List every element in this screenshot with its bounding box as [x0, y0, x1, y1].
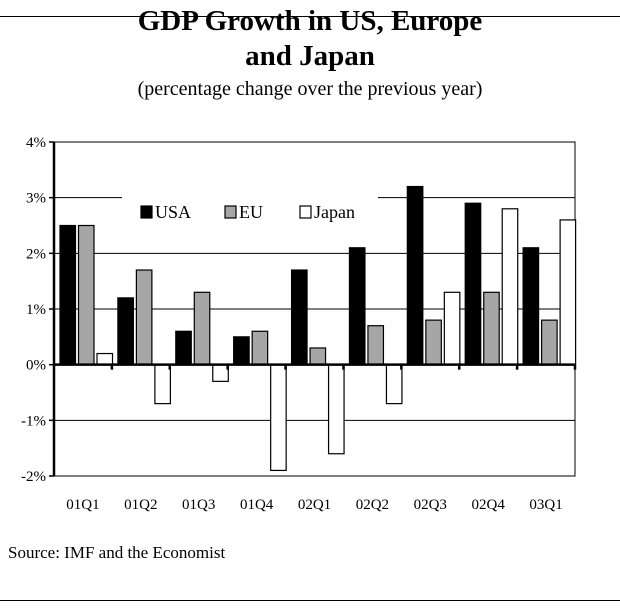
- bar-japan-01q3: [213, 365, 229, 382]
- bar-eu-02q3: [426, 320, 442, 365]
- legend-swatch-japan: [300, 206, 311, 218]
- legend: USA EU Japan: [122, 197, 378, 227]
- bar-chart: -2% -1% 0% 1% 2% 3% 4% 01Q1 01Q2 01Q3 01Q4 02Q1 02Q…: [0, 0, 620, 530]
- bar-japan-02q4: [502, 209, 518, 365]
- legend-swatch-eu: [225, 206, 236, 218]
- x-tick-label: 02Q1: [298, 497, 331, 513]
- bar-eu-02q4: [484, 292, 500, 364]
- legend-swatch-usa: [141, 206, 152, 218]
- x-tick-label: 01Q3: [182, 497, 215, 513]
- y-tick-label: 4%: [26, 135, 46, 151]
- bar-usa-02q1: [292, 270, 308, 365]
- x-tick-label: 02Q4: [471, 497, 505, 513]
- bar-eu-01q1: [79, 226, 95, 365]
- source-note: Source: IMF and the Economist: [8, 543, 225, 563]
- x-tick-labels: 01Q1 01Q2 01Q3 01Q4 02Q1 02Q2 02Q3 02Q4 03Q1: [66, 497, 562, 513]
- bars: [60, 187, 576, 471]
- legend-label-usa: USA: [155, 202, 191, 222]
- y-tick-label: 3%: [26, 191, 46, 207]
- bar-eu-02q2: [368, 326, 384, 365]
- bar-usa-02q3: [407, 187, 423, 365]
- bar-eu-02q1: [310, 348, 326, 365]
- x-tick-label: 03Q1: [529, 497, 562, 513]
- bar-eu-03q1: [542, 320, 558, 365]
- x-tick-label: 01Q4: [240, 497, 274, 513]
- bar-japan-01q4: [271, 365, 287, 471]
- x-tick-label: 02Q3: [414, 497, 447, 513]
- legend-label-japan: Japan: [314, 202, 355, 222]
- y-tick-label: -1%: [21, 413, 46, 429]
- bar-usa-02q2: [349, 248, 365, 365]
- bar-usa-01q2: [118, 298, 134, 365]
- bar-japan-02q3: [444, 292, 460, 364]
- bar-eu-01q4: [252, 331, 268, 364]
- x-tick-label: 01Q2: [124, 497, 157, 513]
- x-tick-label: 01Q1: [66, 497, 99, 513]
- y-tick-label: -2%: [21, 469, 46, 485]
- x-tick-label: 02Q2: [356, 497, 389, 513]
- legend-label-eu: EU: [239, 202, 263, 222]
- y-tick-label: 0%: [26, 358, 46, 374]
- bottom-rule: [0, 600, 620, 601]
- bar-japan-01q2: [155, 365, 171, 404]
- y-tick-label: 2%: [26, 246, 46, 262]
- bar-usa-03q1: [523, 248, 539, 365]
- bar-usa-01q3: [176, 331, 192, 364]
- bar-japan-02q2: [386, 365, 402, 404]
- bar-japan-03q1: [560, 220, 576, 365]
- bar-usa-01q1: [60, 226, 76, 365]
- bar-eu-01q2: [136, 270, 152, 365]
- y-tick-labels: -2% -1% 0% 1% 2% 3% 4%: [21, 135, 46, 485]
- y-tick-label: 1%: [26, 302, 46, 318]
- bar-japan-01q1: [97, 354, 113, 365]
- bar-eu-01q3: [194, 292, 210, 364]
- bar-japan-02q1: [329, 365, 345, 454]
- bar-usa-02q4: [465, 203, 481, 364]
- bar-usa-01q4: [234, 337, 250, 365]
